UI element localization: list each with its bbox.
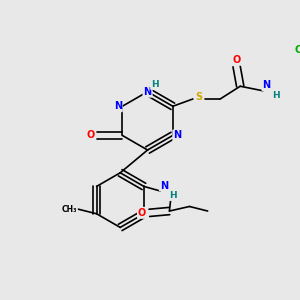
Text: N: N	[114, 101, 122, 111]
Text: Cl: Cl	[294, 45, 300, 55]
Text: H: H	[272, 91, 280, 100]
Text: O: O	[232, 55, 241, 65]
Text: N: N	[262, 80, 271, 90]
Text: H: H	[169, 191, 177, 200]
Text: S: S	[196, 92, 203, 102]
Text: O: O	[86, 130, 94, 140]
Text: N: N	[143, 87, 152, 97]
Text: H: H	[151, 80, 159, 89]
Text: CH₃: CH₃	[61, 205, 77, 214]
Text: O: O	[138, 208, 146, 218]
Text: N: N	[173, 130, 181, 140]
Text: N: N	[160, 181, 168, 190]
